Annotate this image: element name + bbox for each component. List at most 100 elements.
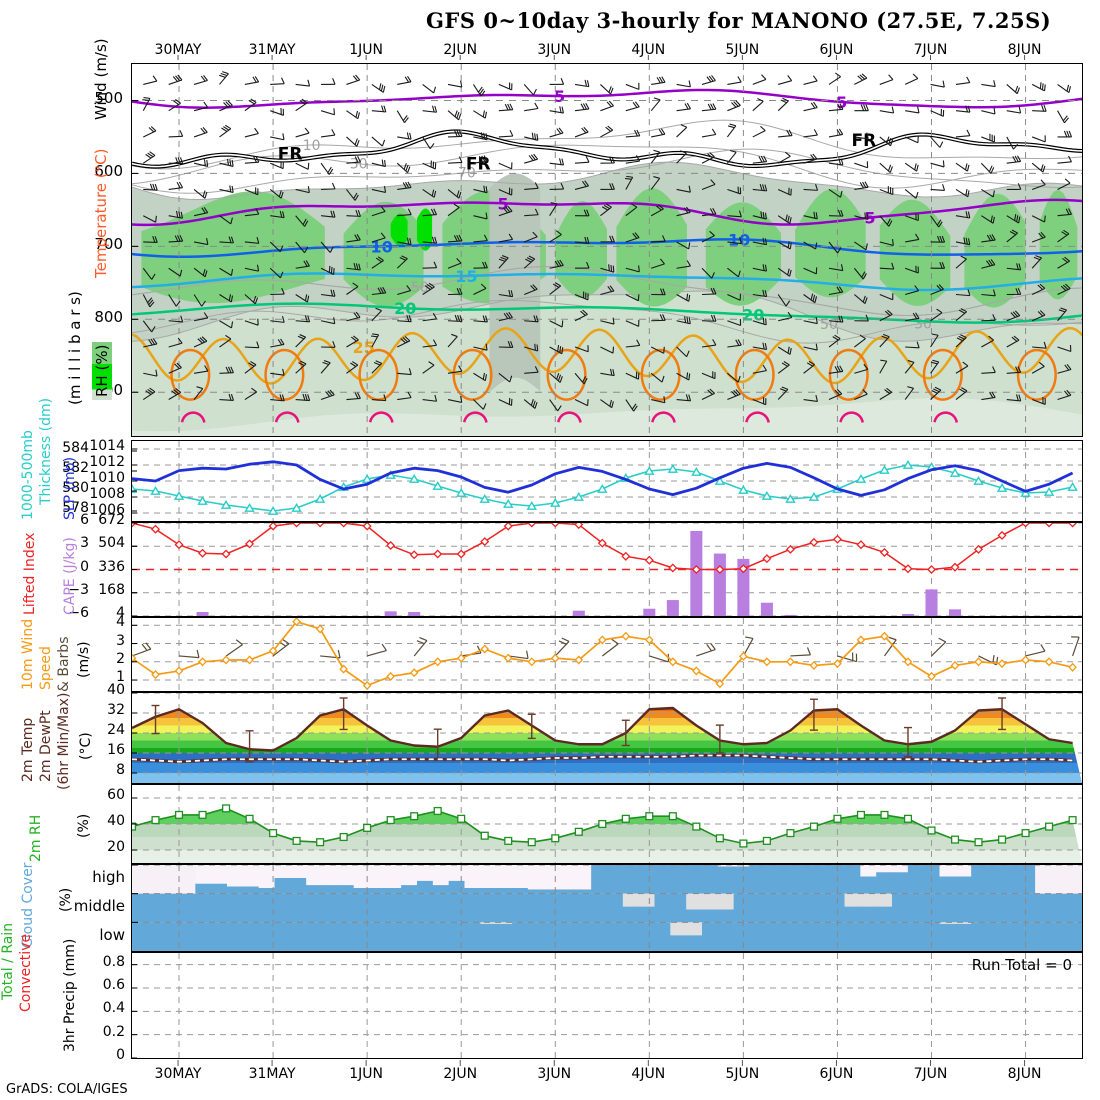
- page-title: GFS 0~10day 3-hourly for MANONO (27.5E, …: [426, 8, 1052, 33]
- slp-ytick: 1010: [89, 470, 125, 486]
- thickness-ytick: 580: [62, 480, 89, 496]
- li-axis-label: Lifted Index: [22, 532, 38, 615]
- upper-air-rh-legend: RH (%): [92, 341, 112, 400]
- svg-text:30: 30: [350, 157, 368, 173]
- temp-ytick: 40: [107, 682, 125, 698]
- temp-axis-label-c: (6hr Min/Max): [56, 692, 72, 790]
- rh-ytick: 60: [107, 787, 125, 803]
- precip-ytick: 0.2: [102, 1023, 125, 1040]
- bottom-date-label: 3JUN: [537, 1066, 572, 1082]
- svg-text:10: 10: [728, 230, 750, 249]
- wind-ytick: 1: [116, 669, 125, 686]
- precip-panel[interactable]: [131, 952, 1083, 1059]
- bottom-date-label: 7JUN: [913, 1066, 948, 1082]
- thickness-axis-label-a: 1000-500mb: [20, 430, 36, 520]
- wind-ytick: 2: [116, 650, 125, 667]
- top-date-axis: [131, 42, 1081, 60]
- cloud-cover-panel[interactable]: [131, 864, 1083, 952]
- cape-ytick: 168: [98, 581, 125, 598]
- temp-ytick: 32: [107, 702, 125, 718]
- svg-text:FR: FR: [466, 155, 491, 175]
- wind-ytick: 4: [116, 614, 125, 631]
- bottom-date-axis: [131, 1060, 1081, 1080]
- rh-2m-panel[interactable]: [131, 784, 1083, 864]
- slp-ytick: 1014: [89, 438, 125, 454]
- top-date-label: 1JUN: [349, 42, 384, 58]
- temp-axis-unit: (°C): [78, 732, 94, 760]
- precip-axis-label: 3hr Precip (mm): [62, 938, 78, 1052]
- temp-ytick: 8: [116, 762, 125, 778]
- bottom-date-label: 30MAY: [154, 1066, 202, 1082]
- svg-text:5: 5: [864, 209, 875, 228]
- temp-2m-panel[interactable]: [131, 692, 1083, 784]
- precip-legend-total: Total / Rain: [0, 922, 16, 1000]
- precip-ytick: 0.8: [102, 953, 125, 970]
- svg-text:50: 50: [411, 280, 429, 296]
- cloud-axis-unit: (%): [58, 887, 74, 912]
- svg-text:15: 15: [455, 267, 477, 286]
- top-date-label: 3JUN: [537, 42, 572, 58]
- upper-air-pressure-axis-label: (m i l l i b a r s): [66, 291, 84, 405]
- upper-air-panel[interactable]: 10 30 50 70 50 30 5 5 5 5 10 10 15 20 20 25 FR FR FR: [131, 63, 1083, 437]
- upper-air-temp-legend: Temperature (°C): [92, 148, 110, 278]
- top-date-label: 6JUN: [819, 42, 854, 58]
- svg-text:70: 70: [458, 166, 476, 182]
- cape-axis-label: CAPE (J/kg): [62, 537, 78, 615]
- rh-ytick: 20: [107, 839, 125, 855]
- wind-axis-unit: (m/s): [76, 641, 92, 678]
- wind-axis-label-b: Speed: [38, 646, 54, 690]
- cape-ytick: 504: [98, 535, 125, 552]
- run-total-label: Run Total = 0: [971, 956, 1072, 974]
- bottom-date-label: 4JUN: [631, 1066, 666, 1082]
- temp-axis-label-b: 2m DewPt: [38, 710, 54, 782]
- top-date-label: 30MAY: [154, 42, 202, 58]
- upper-air-ytick: 600: [94, 162, 123, 181]
- svg-text:FR: FR: [278, 144, 303, 164]
- thickness-ytick: 582: [62, 460, 89, 476]
- thickness-ytick: 578: [62, 500, 89, 516]
- slp-ytick: 1008: [89, 486, 125, 502]
- bottom-date-label: 1JUN: [349, 1066, 384, 1082]
- rh-axis-label: 2m RH: [28, 814, 44, 862]
- upper-air-ytick: 700: [94, 235, 123, 254]
- bottom-date-label: 6JUN: [819, 1066, 854, 1082]
- temp-axis-label-a: 2m Temp: [20, 717, 36, 782]
- bottom-date-label: 31MAY: [248, 1066, 296, 1082]
- thickness-axis-label-b: Thickness (dm): [38, 397, 54, 505]
- top-date-label: 5JUN: [725, 42, 760, 58]
- slp-ytick: 1006: [89, 502, 125, 518]
- cape-li-panel[interactable]: [131, 522, 1083, 617]
- li-ytick: 3: [80, 535, 89, 552]
- li-ytick: 6: [80, 512, 89, 528]
- top-date-label: 2JUN: [443, 42, 478, 58]
- wind-axis-label-c: & Barbs: [56, 636, 72, 693]
- li-ytick: −3: [68, 581, 89, 598]
- slp-thickness-panel[interactable]: [131, 440, 1083, 522]
- top-date-label: 31MAY: [248, 42, 296, 58]
- svg-text:10: 10: [303, 138, 321, 154]
- wind-10m-panel[interactable]: [131, 617, 1083, 692]
- svg-text:FR: FR: [852, 131, 877, 151]
- li-ytick: −6: [68, 605, 89, 621]
- wind-ytick: 3: [116, 632, 125, 649]
- precip-ytick: 0: [116, 1047, 125, 1063]
- svg-text:20: 20: [742, 305, 764, 324]
- precip-ytick: 0.6: [102, 977, 125, 993]
- svg-text:10: 10: [371, 237, 393, 256]
- wind-axis-label-a: 10m Wind: [20, 618, 36, 690]
- temp-ytick: 16: [107, 742, 125, 758]
- bottom-date-label: 8JUN: [1007, 1066, 1042, 1082]
- rh-ytick: 40: [107, 813, 125, 829]
- bottom-date-label: 2JUN: [443, 1066, 478, 1082]
- upper-air-ytick: 800: [94, 308, 123, 327]
- slp-axis-label: SLP (mb): [62, 456, 78, 520]
- slp-ytick: 1012: [89, 454, 125, 470]
- cape-ytick: 672: [98, 512, 125, 528]
- top-date-label: 4JUN: [631, 42, 666, 58]
- cloud-row-label-middle: middle: [73, 897, 125, 915]
- svg-text:5: 5: [836, 93, 847, 112]
- bottom-date-label: 5JUN: [725, 1066, 760, 1082]
- upper-air-wind-legend: Wind (m/s): [92, 38, 110, 120]
- svg-text:5: 5: [554, 87, 565, 106]
- upper-air-ytick: 500: [94, 89, 123, 108]
